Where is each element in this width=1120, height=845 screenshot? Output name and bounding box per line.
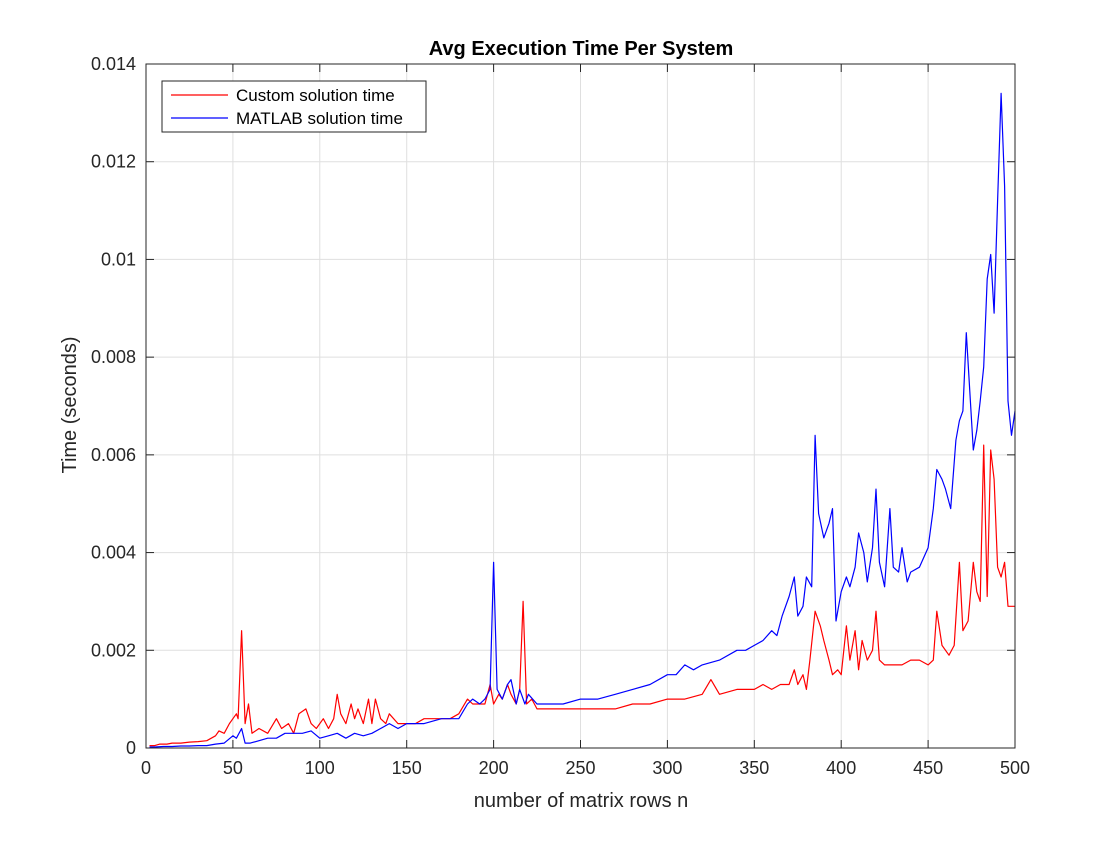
series-line-1 bbox=[149, 444, 1015, 747]
x-tick-label: 450 bbox=[913, 758, 943, 778]
y-tick-label: 0.002 bbox=[91, 640, 136, 660]
x-tick-label: 50 bbox=[223, 758, 243, 778]
y-tick-label: 0.01 bbox=[101, 249, 136, 269]
series-layer bbox=[149, 92, 1016, 748]
x-tick-label: 200 bbox=[479, 758, 509, 778]
y-tick-label: 0.008 bbox=[91, 347, 136, 367]
chart-title: Avg Execution Time Per System bbox=[429, 38, 734, 60]
y-tick-label: 0.012 bbox=[91, 152, 136, 172]
x-tick-label: 100 bbox=[305, 758, 335, 778]
x-tick-label: 150 bbox=[392, 758, 422, 778]
y-tick-label: 0 bbox=[126, 738, 136, 758]
axes: 0 50 100 150 200 250 300 350 400 450 500 0 0.002 0.00… bbox=[91, 54, 1030, 778]
x-tick-label: 350 bbox=[739, 758, 769, 778]
legend-label-1: Custom solution time bbox=[236, 86, 395, 105]
x-tick-label: 0 bbox=[141, 758, 151, 778]
x-tick-label: 300 bbox=[652, 758, 682, 778]
x-axis-title: number of matrix rows n bbox=[474, 790, 689, 812]
series-line-2 bbox=[149, 92, 1016, 748]
legend: Custom solution time MATLAB solution time bbox=[161, 80, 427, 133]
legend-label-2: MATLAB solution time bbox=[236, 109, 403, 128]
x-tick-label: 400 bbox=[826, 758, 856, 778]
y-tick-label: 0.004 bbox=[91, 543, 136, 563]
y-axis-title: Time (seconds) bbox=[59, 336, 81, 473]
x-tick-label: 500 bbox=[1000, 758, 1030, 778]
x-tick-label: 250 bbox=[565, 758, 595, 778]
y-tick-label: 0.006 bbox=[91, 445, 136, 465]
y-tick-label: 0.014 bbox=[91, 54, 136, 74]
legend-box bbox=[161, 80, 427, 133]
